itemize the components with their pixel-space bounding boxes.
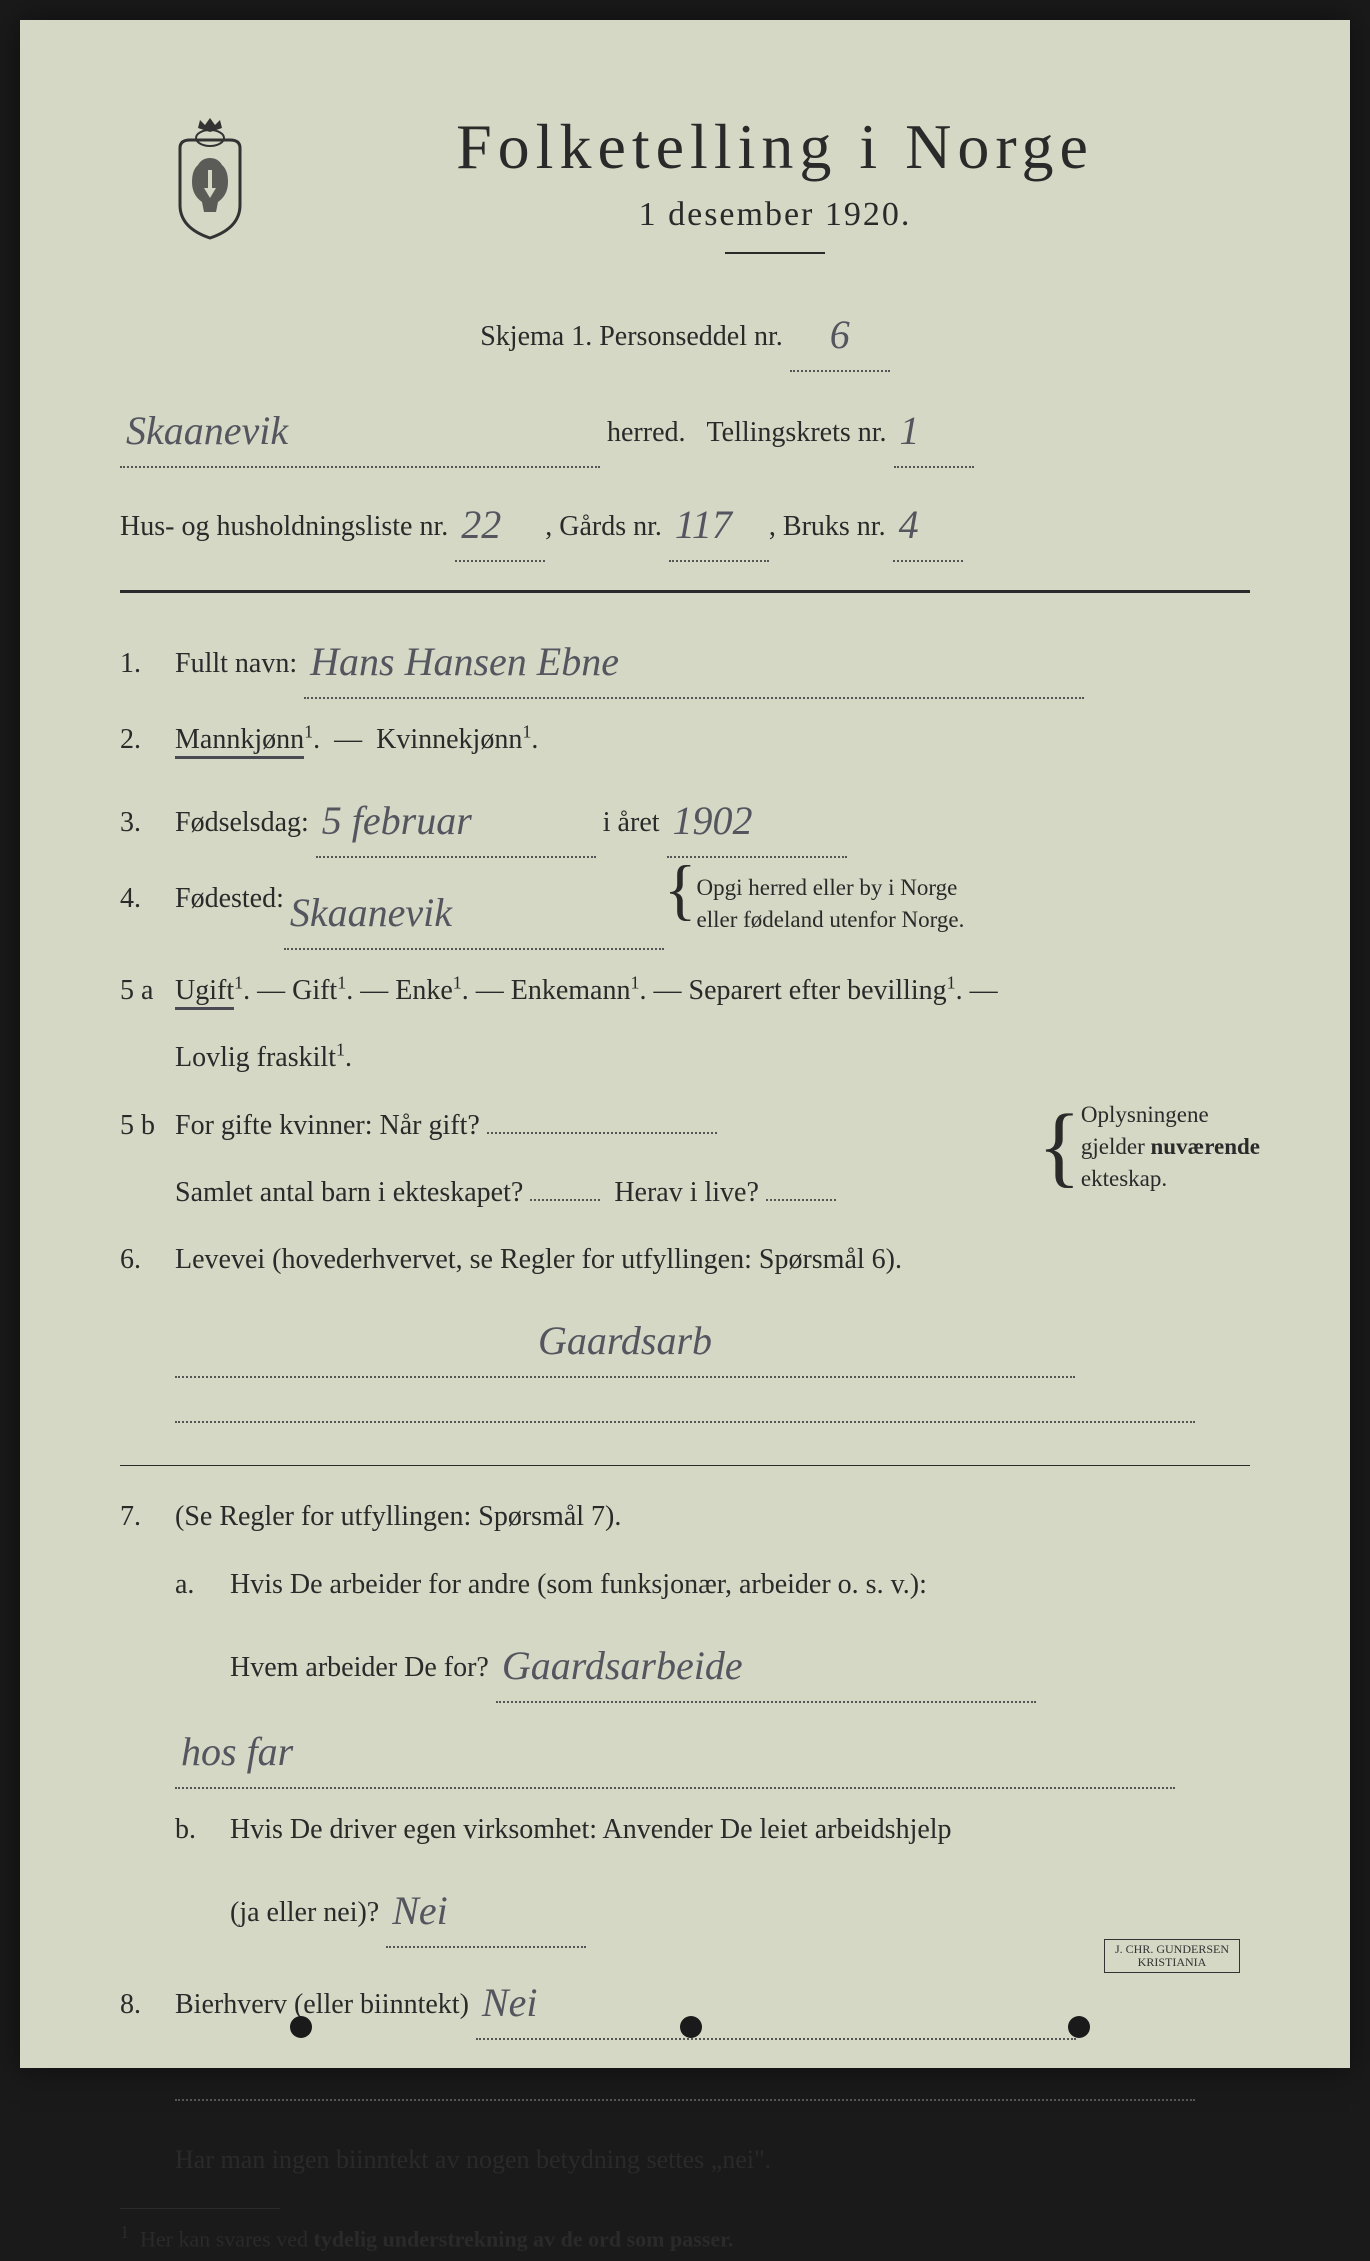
q7-line: 7. (Se Regler for utfyllingen: Spørsmål …: [120, 1490, 1250, 1543]
q7-label: (Se Regler for utfyllingen: Spørsmål 7).: [175, 1490, 1250, 1543]
bruks-label: Bruks nr.: [783, 511, 886, 542]
q2-line: 2. Mannkjønn1. — Kvinnekjønn1.: [120, 713, 1250, 766]
q3-year-label: i året: [603, 807, 660, 838]
census-form-page: Folketelling i Norge 1 desember 1920. Sk…: [20, 20, 1350, 2068]
title-divider: [725, 252, 825, 254]
q7a-line: a. Hvis De arbeider for andre (som funks…: [175, 1558, 1250, 1611]
q8-label: Bierhverv (eller biinntekt): [175, 1989, 469, 2020]
footnote-text: Her kan svares ved tydelig understreknin…: [140, 2227, 733, 2252]
rule-mid: [120, 1465, 1250, 1466]
printer-stamp: J. CHR. GUNDERSEN KRISTIANIA: [1104, 1939, 1240, 1973]
q7a-line3: hos far: [175, 1711, 1250, 1789]
footnote-marker: 1: [120, 2222, 129, 2242]
q5a-fraskilt: Lovlig fraskilt: [175, 1042, 336, 1073]
q6-line: 6. Levevei (hovederhvervet, se Regler fo…: [120, 1233, 1250, 1286]
q4-num: 4.: [120, 872, 175, 925]
q8-num: 8.: [120, 1978, 175, 2031]
q5a-separert: Separert efter bevilling: [689, 975, 947, 1006]
form-body: Skjema 1. Personseddel nr. 6 Skaanevik h…: [120, 294, 1250, 2261]
q7b-value: Nei: [392, 1888, 448, 1933]
q3-line: 3. Fødselsdag: 5 februar i året 1902: [120, 780, 1250, 858]
subtitle-date: 1 desember 1920.: [300, 196, 1250, 234]
q2-num: 2.: [120, 713, 175, 766]
q5a-enke: Enke: [395, 975, 453, 1006]
q7a-value: Gaardsarbeide: [502, 1643, 743, 1688]
q7a-label2: Hvem arbeider De for?: [230, 1652, 489, 1683]
q3-label: Fødselsdag:: [175, 807, 309, 838]
q3-year: 1902: [673, 798, 753, 843]
herred-line: Skaanevik herred. Tellingskrets nr. 1: [120, 390, 1250, 468]
q6-label: Levevei (hovederhvervet, se Regler for u…: [175, 1233, 1250, 1286]
punch-hole-icon: [1068, 2016, 1090, 2038]
footnote: 1 Her kan svares ved tydelig understrekn…: [120, 2208, 1250, 2260]
q6-num: 6.: [120, 1233, 175, 1286]
q5a-line: 5 a Ugift1. — Gift1. — Enke1. — Enkemann…: [120, 964, 1250, 1017]
q5a-line2: Lovlig fraskilt1.: [175, 1031, 1250, 1084]
q8-value: Nei: [482, 1980, 538, 2025]
q7a-value2: hos far: [181, 1729, 293, 1774]
rule-top: [120, 590, 1250, 593]
q7b-label: Hvis De driver egen virksomhet: Anvender…: [230, 1803, 1250, 1856]
q1-value: Hans Hansen Ebne: [310, 639, 619, 684]
gards-value: 117: [675, 502, 732, 547]
q5a-gift: Gift: [292, 975, 337, 1006]
q4-note: Opgi herred eller by i Norge eller fødel…: [697, 872, 965, 936]
crest-svg: [160, 110, 260, 240]
q6-value-line: Gaardsarb: [175, 1300, 1250, 1378]
q5b-label-b: Samlet antal barn i ekteskapet?: [175, 1177, 523, 1208]
q5b-label-a: For gifte kvinner: Når gift?: [175, 1110, 480, 1141]
q2-kvinne: Kvinnekjønn: [376, 724, 522, 755]
q1-line: 1. Fullt navn: Hans Hansen Ebne: [120, 621, 1250, 699]
q4-line: 4. Fødested: Skaanevik { Opgi herred ell…: [120, 872, 1250, 950]
q6-value: Gaardsarb: [538, 1318, 712, 1363]
q7a-label: Hvis De arbeider for andre (som funksjon…: [230, 1558, 1250, 1611]
q5a-enkemann: Enkemann: [511, 975, 631, 1006]
husliste-value: 22: [461, 502, 501, 547]
q1-num: 1.: [120, 637, 175, 690]
personseddel-nr: 6: [830, 312, 850, 357]
q7b-label2: (ja eller nei)?: [230, 1897, 379, 1928]
coat-of-arms-icon: [160, 110, 260, 240]
q7b-line: b. Hvis De driver egen virksomhet: Anven…: [175, 1803, 1250, 1856]
q5b-label-c: Herav i live?: [614, 1177, 759, 1208]
brace-icon: {: [664, 872, 697, 906]
q7b-num: b.: [175, 1803, 230, 1856]
form-header: Folketelling i Norge 1 desember 1920.: [120, 110, 1250, 254]
q6-blank: [175, 1388, 1250, 1441]
q7a-line2: Hvem arbeider De for? Gaardsarbeide: [230, 1625, 1250, 1703]
title-block: Folketelling i Norge 1 desember 1920.: [300, 110, 1250, 254]
q5a-num: 5 a: [120, 964, 175, 1017]
punch-hole-icon: [680, 2016, 702, 2038]
schema-label: Skjema 1. Personseddel nr.: [480, 321, 783, 352]
gards-label: Gårds nr.: [559, 511, 662, 542]
main-title: Folketelling i Norge: [300, 110, 1250, 184]
schema-line: Skjema 1. Personseddel nr. 6: [120, 294, 1250, 372]
q5b-num: 5 b: [120, 1099, 175, 1152]
tellingskrets-value: 1: [900, 408, 920, 453]
bruks-value: 4: [899, 502, 919, 547]
q4-value: Skaanevik: [290, 890, 452, 935]
q2-mann: Mannkjønn: [175, 724, 304, 759]
punch-hole-icon: [290, 2016, 312, 2038]
q5a-ugift: Ugift: [175, 975, 234, 1010]
q7b-line2: (ja eller nei)? Nei: [230, 1870, 1250, 1948]
husliste-line: Hus- og husholdningsliste nr. 22, Gårds …: [120, 484, 1250, 562]
q5b-line: 5 b For gifte kvinner: Når gift? { Oplys…: [120, 1099, 1250, 1152]
husliste-label: Hus- og husholdningsliste nr.: [120, 511, 448, 542]
q7-num: 7.: [120, 1490, 175, 1543]
q3-day: 5 februar: [322, 798, 472, 843]
bottom-note: Har man ingen biinntekt av nogen betydni…: [175, 2135, 1250, 2184]
tellingskrets-label: Tellingskrets nr.: [707, 417, 887, 448]
q7a-num: a.: [175, 1558, 230, 1611]
brace2-icon: {: [1038, 1124, 1081, 1169]
q3-num: 3.: [120, 796, 175, 849]
q4-label: Fødested:: [175, 872, 284, 925]
blank-line: [175, 2066, 1250, 2119]
herred-label: herred.: [607, 417, 686, 448]
footnote-rule: [120, 2208, 280, 2209]
q5b-note: Oplysningene gjelder nuværende ekteskap.: [1081, 1099, 1260, 1196]
q1-label: Fullt navn:: [175, 648, 297, 679]
herred-value: Skaanevik: [126, 408, 288, 453]
